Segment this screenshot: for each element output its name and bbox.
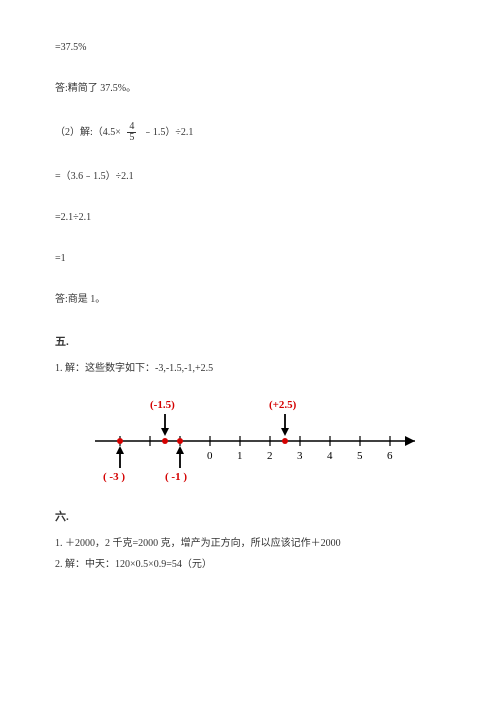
problem-6-2-text: 2. 解：中天：120×0.5×0.9=54（元） (55, 557, 445, 572)
problem-6-1-text: 1. ＋2000，2 千克=2000 克，增产为正方向，所以应该记作＋2000 (55, 536, 445, 551)
answer-line-2: 答:商是 1。 (55, 292, 445, 307)
svg-text:6: 6 (387, 450, 393, 462)
svg-text:2: 2 (267, 450, 273, 462)
svg-text:(-1.5): (-1.5) (150, 399, 175, 411)
eq-line-3: =（3.6﹣1.5）÷2.1 (55, 169, 445, 184)
fraction-4-5: 4 5 (127, 122, 136, 143)
svg-text:( -1 ): ( -1 ) (165, 471, 187, 483)
fraction-denominator: 5 (127, 133, 136, 143)
eq-line-5: =1 (55, 251, 445, 266)
eq-line-1: =37.5% (55, 40, 445, 55)
svg-text:0: 0 (207, 450, 213, 462)
svg-text:1: 1 (237, 450, 243, 462)
svg-text:3: 3 (297, 450, 303, 462)
svg-text:(+2.5): (+2.5) (269, 399, 297, 411)
problem-5-1-text: 1. 解：这些数字如下：-3,-1.5,-1,+2.5 (55, 361, 445, 376)
eq-2-part-a: （2）解:（4.5× (55, 127, 121, 138)
section-6-title: 六. (55, 508, 445, 524)
answer-line-1: 答:精简了 37.5%。 (55, 81, 445, 96)
document-page: =37.5% 答:精简了 37.5%。 （2）解:（4.5× 4 5 ﹣1.5）… (0, 0, 500, 628)
eq-line-2: （2）解:（4.5× 4 5 ﹣1.5）÷2.1 (55, 122, 445, 143)
svg-text:( -3 ): ( -3 ) (103, 471, 125, 483)
svg-text:5: 5 (357, 450, 363, 462)
svg-text:4: 4 (327, 450, 333, 462)
eq-line-4: =2.1÷2.1 (55, 210, 445, 225)
eq-2-part-b: ﹣1.5）÷2.1 (143, 127, 194, 138)
section-5-title: 五. (55, 333, 445, 349)
number-line-diagram: 0 1 2 3 4 5 6 (-1.5) (+2.5) ( -3 ) ( -1 ) (85, 386, 445, 486)
